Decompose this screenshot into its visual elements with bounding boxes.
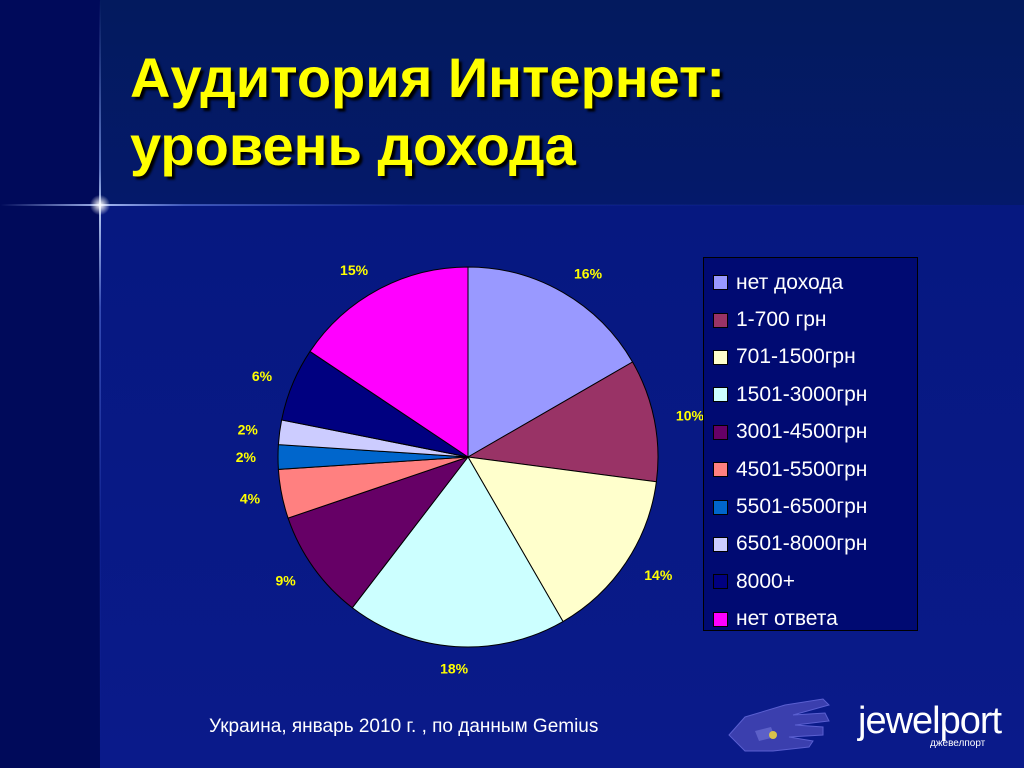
legend-label: 1-700 грн <box>736 308 827 332</box>
legend-label: 701-1500грн <box>736 345 856 369</box>
legend-item: нет дохода <box>704 264 917 301</box>
decorative-horizontal-line <box>0 204 1024 206</box>
legend-label: 1501-3000грн <box>736 382 868 406</box>
title-line-2: уровень дохода <box>130 114 576 177</box>
pie-value-label: 9% <box>275 572 296 588</box>
legend-swatch <box>713 349 728 365</box>
legend-item: 701-1500грн <box>704 339 917 376</box>
legend-swatch <box>713 275 728 291</box>
legend-label: 6501-8000грн <box>736 532 868 556</box>
pie-value-label: 2% <box>236 449 257 465</box>
pie-value-label: 4% <box>240 490 261 506</box>
legend-swatch <box>713 424 728 440</box>
decorative-vertical-line <box>99 0 101 768</box>
legend-label: 5501-6500грн <box>736 495 868 519</box>
legend-label: 3001-4500грн <box>736 420 868 444</box>
legend-item: 1501-3000грн <box>704 376 917 413</box>
legend-label: нет ответа <box>736 607 838 631</box>
jewelport-hand-logo-icon <box>728 698 830 752</box>
legend-label: 8000+ <box>736 569 795 593</box>
legend-item: 3001-4500грн <box>704 414 917 451</box>
sparkle-icon <box>88 193 112 217</box>
legend-swatch <box>713 611 728 627</box>
pie-slice <box>467 456 657 623</box>
legend-label: 4501-5500грн <box>736 457 868 481</box>
legend-item: 8000+ <box>704 563 917 600</box>
pie-slice <box>467 266 634 458</box>
legend-swatch <box>713 499 728 515</box>
pie-slice <box>309 266 469 458</box>
slide-title: Аудитория Интернет: уровень дохода <box>130 44 725 180</box>
legend-swatch <box>713 312 728 328</box>
pie-value-label: 15% <box>340 262 369 278</box>
pie-slice <box>351 456 564 648</box>
legend-swatch <box>713 462 728 478</box>
legend-item: 6501-8000грн <box>704 526 917 563</box>
legend-item: нет ответа <box>704 601 917 638</box>
pie-value-label: 14% <box>644 567 673 583</box>
legend-item: 5501-6500грн <box>704 488 917 525</box>
pie-value-label: 6% <box>252 368 273 384</box>
background-title-band <box>100 0 1024 205</box>
legend-label: нет дохода <box>736 270 844 294</box>
pie-value-label: 18% <box>440 661 469 677</box>
logo-text: jewelport <box>858 700 1002 742</box>
title-line-1: Аудитория Интернет: <box>130 46 726 109</box>
pie-value-label: 16% <box>574 265 603 281</box>
logo-subtext: джевелпорт <box>930 738 986 749</box>
pie-value-label: 10% <box>676 408 705 424</box>
legend-swatch <box>713 536 728 552</box>
background-left-band <box>0 0 100 768</box>
source-note: Украина, январь 2010 г. , по данным Gemi… <box>209 716 599 737</box>
pie-value-label: 2% <box>238 421 259 437</box>
pie-slice <box>287 455 470 609</box>
legend-swatch <box>713 387 728 403</box>
legend-item: 1-700 грн <box>704 301 917 338</box>
legend-swatch <box>713 574 728 590</box>
legend-item: 4501-5500грн <box>704 451 917 488</box>
chart-legend: нет дохода 1-700 грн 701-1500грн 1501-3000г… <box>703 257 918 631</box>
pie-slice <box>466 361 659 483</box>
